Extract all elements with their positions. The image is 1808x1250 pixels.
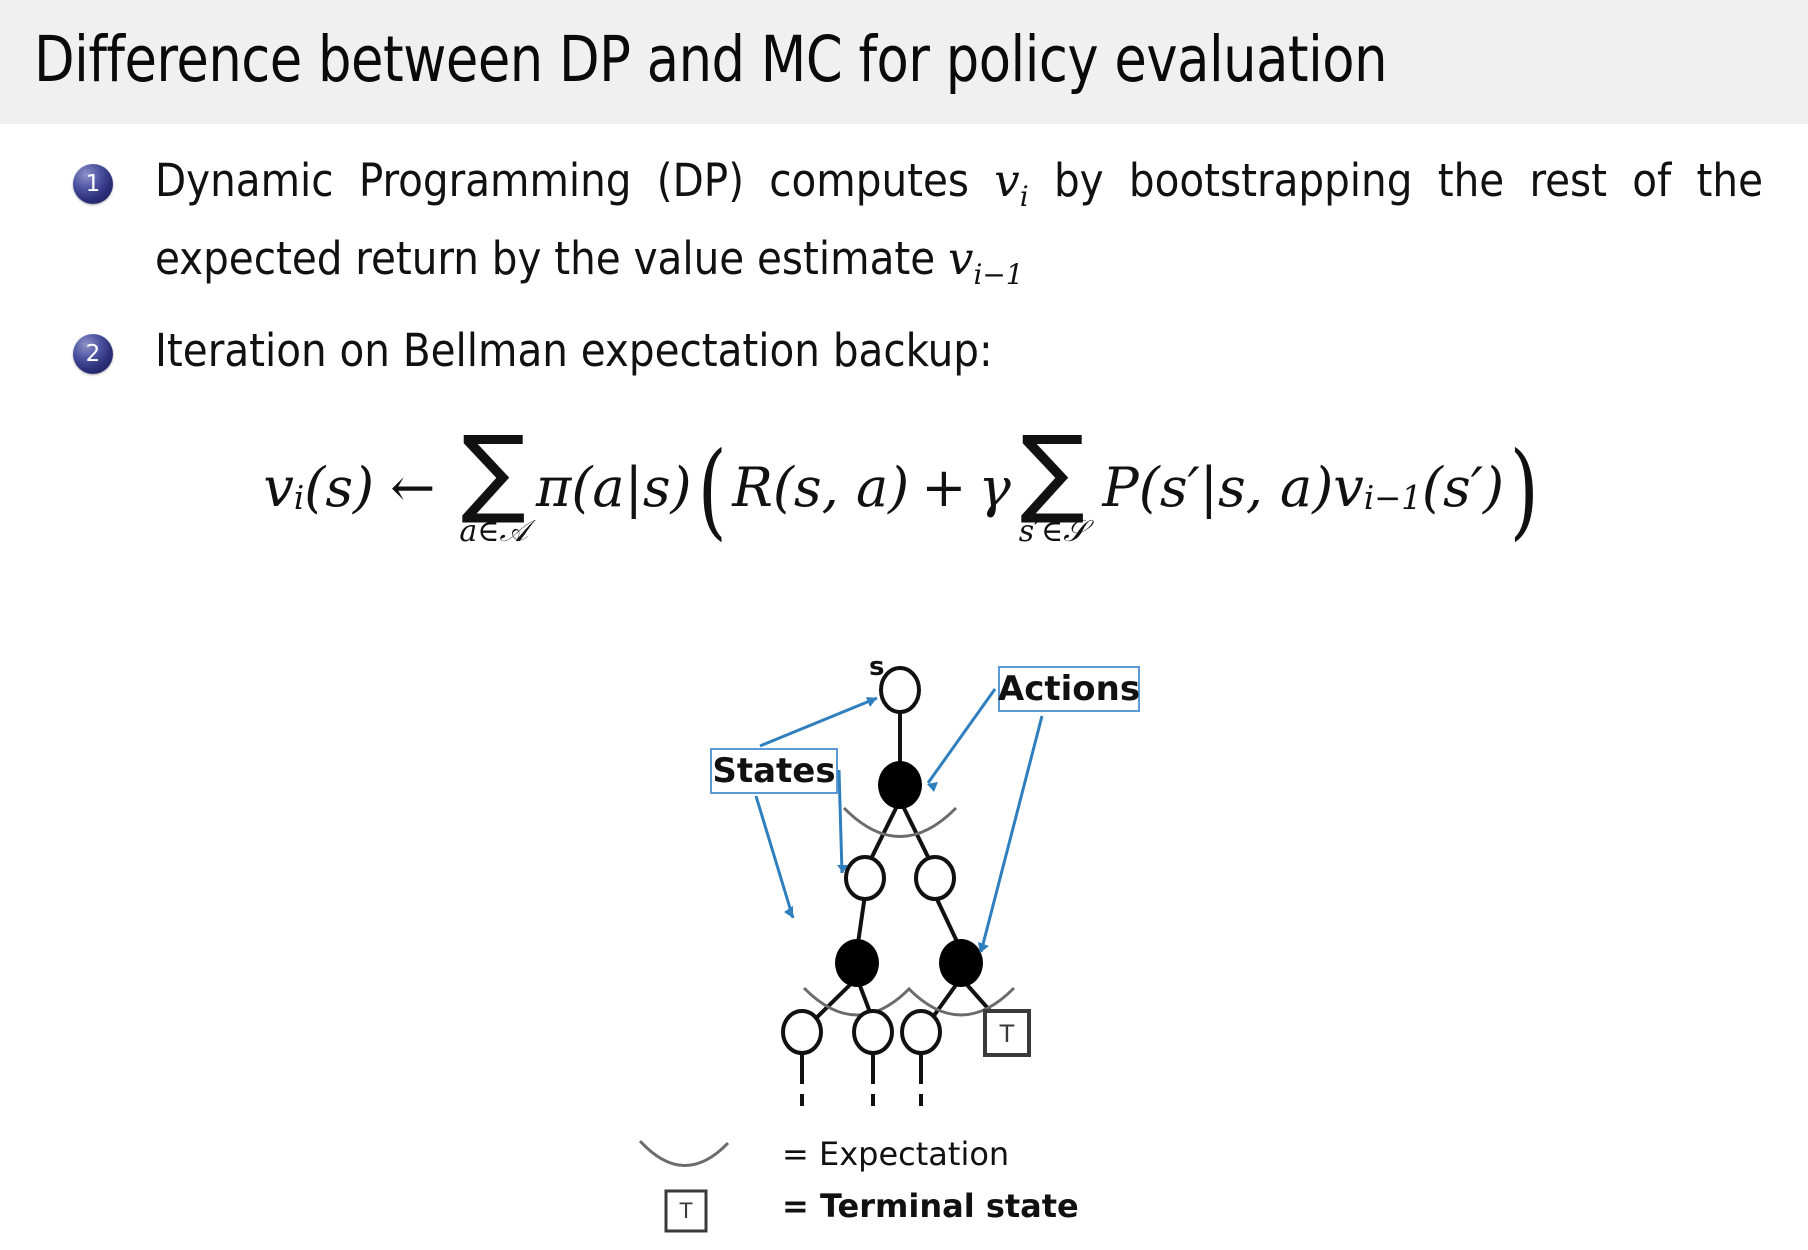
equation-value-v: v: [1333, 456, 1364, 520]
edge-action-to-state-right: [898, 799, 934, 866]
tree-dashed-continuations: [800, 1072, 923, 1106]
terminal-square-icon: [664, 1189, 708, 1233]
expectation-arc-right: [906, 986, 1016, 1017]
equation-plus: +: [921, 456, 967, 520]
equation-policy-term: π(a|s): [535, 456, 692, 520]
equation-lhs-subscript: i: [293, 478, 305, 517]
actions-callout-box: Actions: [998, 666, 1140, 712]
equation-reward-term: R(s, a): [732, 456, 910, 520]
state-node-left: [844, 855, 886, 901]
bullet-1-var2: v: [948, 232, 974, 285]
diagram-legend: T = Expectation = Terminal state: [600, 1135, 1300, 1245]
equation-value-args: (s′): [1421, 456, 1505, 520]
state-node-leaf-1: [781, 1009, 823, 1055]
expectation-arc-top: [842, 806, 958, 838]
edge-action-to-state-left: [866, 799, 902, 866]
summation-actions-limit: a∈𝒜: [459, 513, 528, 549]
header-band: [0, 0, 1808, 124]
state-node-right: [914, 855, 956, 901]
sum1-index: a: [459, 513, 478, 549]
state-node-leaf-3: [900, 1009, 942, 1055]
legend-expectation-label: = Expectation: [782, 1135, 1010, 1173]
bullet-item-1-text: Dynamic Programming (DP) computes vi by …: [155, 150, 1763, 306]
sum2-index: s′: [1018, 513, 1041, 549]
callout-arrows: [754, 688, 1044, 953]
expectation-arc-icon: [638, 1139, 730, 1167]
expectation-arc-left: [802, 986, 912, 1017]
bullet-number-1: 1: [73, 164, 113, 204]
legend-terminal-label: = Terminal state: [782, 1187, 1079, 1225]
action-node-right: [939, 939, 983, 987]
action-node-left: [835, 939, 879, 987]
terminal-glyph-label: T: [999, 1020, 1015, 1048]
list-item: 2 Iteration on Bellman expectation backu…: [0, 320, 1808, 382]
bullet-1-mid: by bootstrapping the rest of the expecte…: [155, 154, 1764, 285]
element-of-icon: ∈: [477, 513, 500, 549]
bullet-1-pre: Dynamic Programming (DP) computes: [155, 154, 995, 207]
legend-glyphs: T: [638, 1139, 730, 1233]
bellman-expectation-equation: v i (s) ← ∑ a∈𝒜 π(a|s) ( R(s, a) + γ ∑ s′∈…: [0, 415, 1808, 552]
sigma-icon: ∑: [1020, 415, 1085, 527]
arrow-states-to-root: [759, 696, 878, 748]
backup-diagram-svg: T: [754, 666, 1044, 1106]
terminal-state-node: T: [983, 1009, 1031, 1057]
element-of-icon: ∈: [1040, 513, 1064, 549]
expectation-arcs: [802, 806, 1016, 1017]
equation-lhs-args: (s): [304, 456, 375, 520]
action-node-root: [878, 761, 922, 809]
state-nodes: [781, 666, 956, 1055]
state-node-root: [879, 666, 921, 714]
sigma-icon: ∑: [461, 415, 526, 527]
equation-transition-term: P(s′|s, a): [1102, 456, 1334, 520]
summation-over-actions: ∑ a∈𝒜: [459, 415, 528, 549]
summation-states-limit: s′∈𝒮: [1018, 513, 1087, 549]
bullet-1-var2-sub: i−1: [973, 258, 1024, 291]
page-title: Difference between DP and MC for policy …: [34, 23, 1388, 96]
backup-diagram: s States Actions: [580, 652, 1280, 1140]
equation-value-subscript: i−1: [1363, 478, 1422, 517]
equation-close-paren: ): [1509, 429, 1539, 552]
states-callout-box: States: [710, 748, 838, 794]
state-set-symbol: 𝒮: [1063, 513, 1087, 549]
root-state-label: s: [869, 652, 885, 682]
bullet-number-2: 2: [73, 334, 113, 374]
equation-open-paren: (: [697, 429, 727, 552]
list-item: 1 Dynamic Programming (DP) computes vi b…: [0, 150, 1808, 306]
action-set-symbol: 𝒜: [499, 513, 528, 549]
bullet-1-var1-sub: i: [1019, 180, 1029, 213]
equation-lhs-v: v: [263, 456, 294, 520]
bullet-item-2-text: Iteration on Bellman expectation backup:: [155, 324, 993, 377]
state-node-leaf-2: [852, 1009, 894, 1055]
terminal-glyph-legend: T: [679, 1199, 693, 1223]
equation-gamma: γ: [978, 456, 1011, 520]
bullet-list: 1 Dynamic Programming (DP) computes vi b…: [0, 150, 1808, 396]
equation-assign-arrow: ←: [390, 456, 436, 520]
action-nodes: [835, 761, 983, 987]
summation-over-next-states: ∑ s′∈𝒮: [1018, 415, 1087, 549]
bullet-1-var1: v: [994, 154, 1020, 207]
